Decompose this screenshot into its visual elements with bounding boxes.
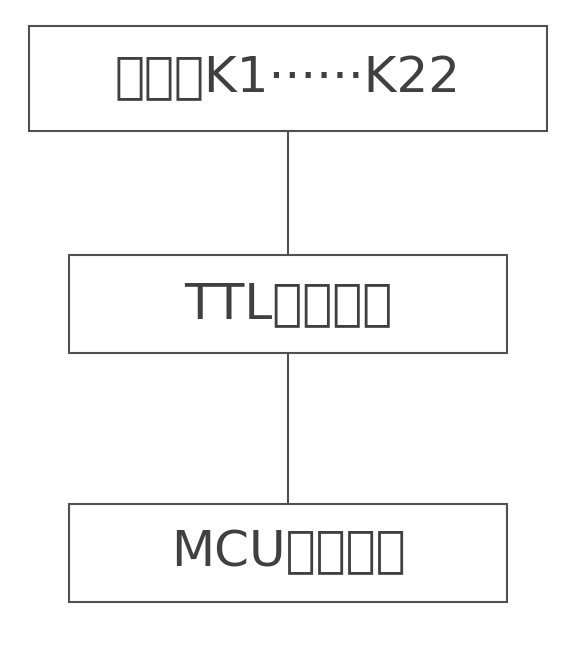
FancyBboxPatch shape bbox=[69, 504, 507, 602]
FancyBboxPatch shape bbox=[29, 26, 547, 131]
Text: MCU控制单元: MCU控制单元 bbox=[170, 528, 406, 577]
FancyBboxPatch shape bbox=[69, 255, 507, 353]
Text: 继电器K1······K22: 继电器K1······K22 bbox=[115, 54, 461, 103]
Text: TTL驱动电路: TTL驱动电路 bbox=[184, 280, 392, 328]
